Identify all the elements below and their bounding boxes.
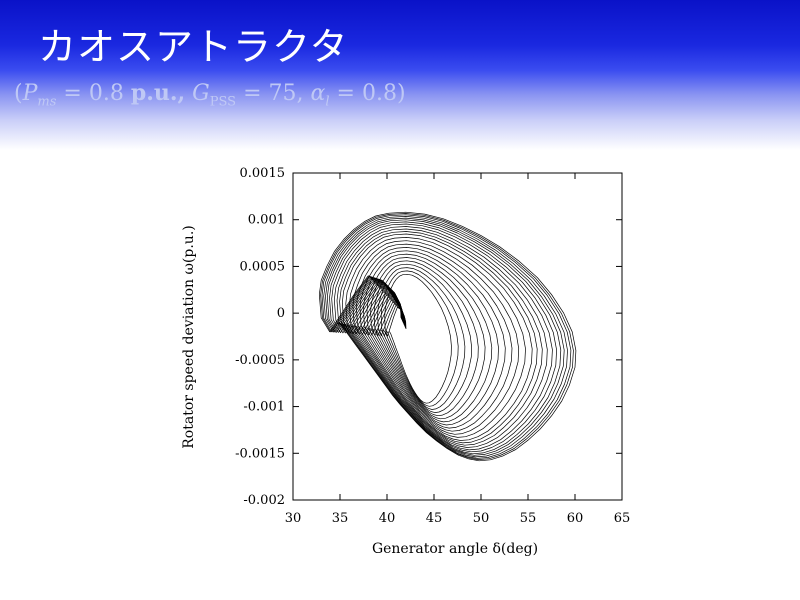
attractor-trajectory-loop xyxy=(345,237,526,438)
attractor-trajectory-loop xyxy=(363,253,493,423)
y-tick-label: -0.0015 xyxy=(235,446,285,461)
x-tick-label: 45 xyxy=(426,511,443,526)
trajectory-group xyxy=(318,211,577,462)
attractor-trajectory-loop xyxy=(329,221,557,453)
subtitle-g-subscript: PSS xyxy=(209,94,237,110)
attractor-trajectory-loop xyxy=(366,257,486,420)
attractor-trajectory-loop xyxy=(352,243,513,432)
y-axis-label: Rotator speed deviation ω(p.u.) xyxy=(181,225,197,448)
slide-title: カオスアトラクタ xyxy=(38,25,349,69)
y-tick-label: 0.0005 xyxy=(240,259,286,274)
x-tick-label: 60 xyxy=(567,511,584,526)
subtitle-g-value: = 75, xyxy=(236,81,311,106)
y-tick-label: -0.002 xyxy=(243,493,285,508)
x-tick-label: 40 xyxy=(379,511,396,526)
attractor-trajectory-loop xyxy=(341,233,533,441)
y-tick-label: -0.0005 xyxy=(235,353,285,368)
x-tick-label: 65 xyxy=(614,511,631,526)
attractor-trajectory-loop xyxy=(370,260,479,417)
subtitle-p-value: = 0.8 xyxy=(56,81,131,106)
x-axis-label: Generator angle δ(deg) xyxy=(372,541,538,557)
attractor-trajectory-loop xyxy=(349,240,520,435)
y-tick-label: -0.001 xyxy=(243,400,285,415)
attractor-trajectory-loop xyxy=(373,263,472,413)
y-axis: 0.0015 0.001 0.0005 0 -0.0005 -0.001 -0.0015 -0… xyxy=(235,166,622,508)
subtitle-alpha-symbol: α xyxy=(310,81,326,106)
y-tick-label: 0.0015 xyxy=(240,166,286,181)
x-tick-label: 35 xyxy=(332,511,349,526)
subtitle-open-paren: ( xyxy=(14,81,23,106)
y-tick-label: 0.001 xyxy=(248,213,285,228)
x-axis: 30 35 40 45 50 55 60 65 xyxy=(285,173,631,526)
subtitle-alpha-value: = 0.8 xyxy=(329,81,397,106)
attractor-trajectory-loop xyxy=(380,270,459,407)
subtitle-close-paren: ) xyxy=(396,81,406,106)
attractor-trajectory-loop xyxy=(326,219,562,455)
attractor-trajectory-loop xyxy=(377,267,466,410)
subtitle-p-subscript: ms xyxy=(37,94,57,110)
attractor-trajectory-loop xyxy=(339,231,538,444)
plot-frame xyxy=(292,172,623,501)
attractor-trajectory-loop xyxy=(323,216,568,458)
x-tick-label: 55 xyxy=(520,511,537,526)
attractor-trajectory-loop xyxy=(333,226,548,448)
subtitle-p-unit: p.u., xyxy=(130,80,186,106)
subtitle-g-symbol: G xyxy=(185,81,210,106)
slide-subtitle: (Pms = 0.8 p.u., GPSS = 75, αl = 0.8) xyxy=(14,80,406,109)
attractor-trajectory-loop xyxy=(331,223,553,451)
attractor-trajectory-loop xyxy=(321,214,572,459)
subtitle-alpha-subscript: l xyxy=(325,94,330,110)
x-tick-label: 50 xyxy=(473,511,490,526)
slide-header xyxy=(0,0,800,150)
x-tick-label: 30 xyxy=(285,511,302,526)
subtitle-p-symbol: P xyxy=(22,81,38,106)
attractor-trajectory-loop xyxy=(336,228,543,446)
y-tick-label: 0 xyxy=(277,306,285,321)
attractor-trajectory-loop xyxy=(359,250,499,426)
attractor-trajectory-loop xyxy=(320,213,574,460)
attractor-trajectory-loop xyxy=(384,273,452,404)
attractor-trajectory xyxy=(318,211,577,462)
attractor-trajectory-loop xyxy=(325,217,565,456)
attractor-trajectory-loop xyxy=(356,247,506,429)
